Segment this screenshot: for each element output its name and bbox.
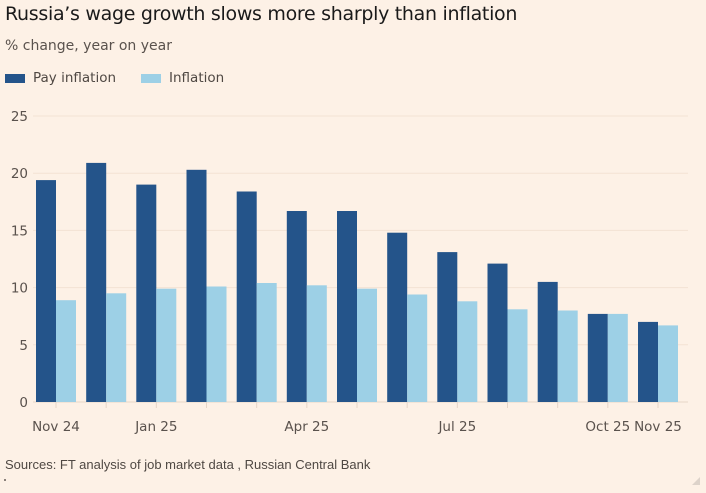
bar-inflation xyxy=(306,285,327,402)
bars xyxy=(36,162,678,402)
legend-item-inflation: Inflation xyxy=(141,70,224,86)
bar-pay-inflation xyxy=(136,184,157,402)
x-tick-label: Nov 25 xyxy=(634,419,682,435)
bar-inflation xyxy=(357,288,377,402)
bar-inflation xyxy=(457,301,478,402)
bar-chart: 0 5 10 15 20 25 Nov 24 Jan 25 Apr 25 Jul 25 Oct 2… xyxy=(11,109,688,435)
y-tick-label: 25 xyxy=(11,109,28,125)
x-tick-label: Apr 25 xyxy=(284,419,329,435)
chart-subtitle: % change, year on year xyxy=(5,38,172,54)
bar-pay-inflation xyxy=(36,180,56,402)
bar-inflation xyxy=(607,313,628,402)
bar-inflation xyxy=(507,309,528,402)
bar-inflation xyxy=(156,288,177,402)
y-axis-labels: 0 5 10 15 20 25 xyxy=(11,109,28,411)
bar-inflation xyxy=(557,310,578,402)
x-axis-ticks xyxy=(55,402,659,408)
resize-corner-icon xyxy=(692,477,700,485)
bar-inflation xyxy=(56,300,76,402)
bar-pay-inflation xyxy=(537,281,558,402)
y-tick-label: 0 xyxy=(19,395,28,411)
x-tick-label: Nov 24 xyxy=(32,419,80,435)
bar-pay-inflation xyxy=(638,321,658,402)
bar-inflation xyxy=(206,286,227,402)
chart-title: Russia’s wage growth slows more sharply … xyxy=(5,3,518,25)
bar-pay-inflation xyxy=(587,313,608,402)
y-tick-label: 5 xyxy=(19,338,28,354)
x-tick-label: Jan 25 xyxy=(134,419,177,435)
bar-inflation xyxy=(407,294,428,402)
bar-pay-inflation xyxy=(286,211,307,402)
x-tick-label: Jul 25 xyxy=(437,419,476,435)
legend-swatch-inflation xyxy=(141,73,161,83)
bar-pay-inflation xyxy=(387,232,408,402)
legend-label-pay-inflation: Pay inflation xyxy=(33,70,117,86)
legend-label-inflation: Inflation xyxy=(169,70,225,86)
source-note: Sources: FT analysis of job market data … xyxy=(5,457,371,472)
bar-pay-inflation xyxy=(236,191,257,402)
x-tick-label: Oct 25 xyxy=(585,419,630,435)
bar-pay-inflation xyxy=(86,162,107,402)
y-tick-label: 20 xyxy=(11,166,28,182)
bar-inflation xyxy=(106,293,127,402)
y-tick-label: 15 xyxy=(11,223,28,239)
x-axis-labels: Nov 24 Jan 25 Apr 25 Jul 25 Oct 25 Nov 25 xyxy=(32,419,682,435)
bar-pay-inflation xyxy=(337,211,357,402)
bar-inflation xyxy=(256,283,277,402)
bar-inflation xyxy=(658,325,678,402)
y-tick-label: 10 xyxy=(11,281,28,297)
decorative-dot xyxy=(4,479,6,481)
bar-pay-inflation xyxy=(437,252,458,402)
legend-swatch-pay-inflation xyxy=(5,73,25,83)
legend-item-pay-inflation: Pay inflation xyxy=(5,70,116,86)
bar-pay-inflation xyxy=(487,263,508,402)
bar-pay-inflation xyxy=(186,169,207,402)
